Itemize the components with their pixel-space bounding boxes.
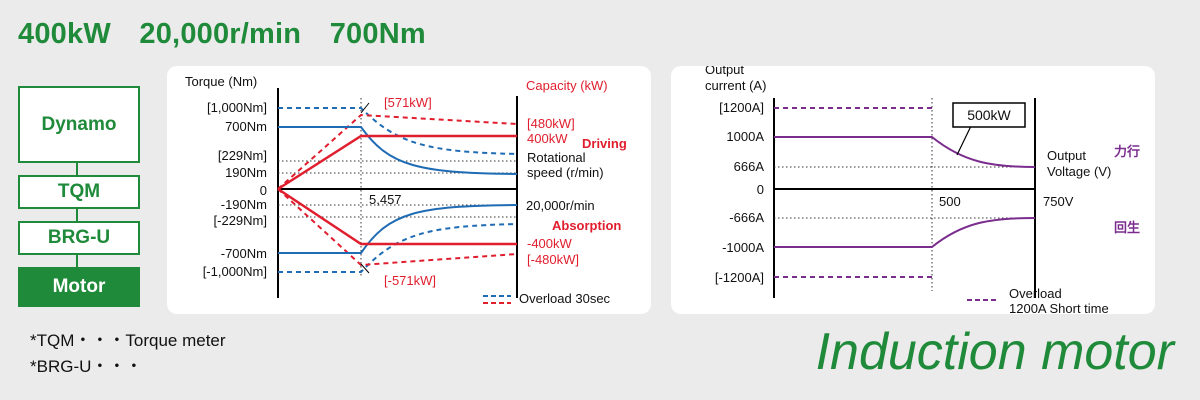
legend: Overload 1200A Short time bbox=[967, 286, 1109, 316]
y-axis-title: Output bbox=[705, 66, 744, 77]
y-tick-label: [1200A] bbox=[719, 100, 764, 115]
capacity-bottom: -400kW bbox=[527, 236, 573, 251]
y-tick-label: 0 bbox=[757, 182, 764, 197]
peak-power-top: [571kW] bbox=[384, 95, 432, 110]
regen-jp-label: 回生 bbox=[1114, 220, 1140, 235]
dynamo-box: Dynamo bbox=[18, 86, 140, 163]
y-tick-label: [-229Nm] bbox=[214, 213, 267, 228]
max-speed-label: 20,000r/min bbox=[526, 198, 595, 213]
brg-u-box: BRG-U bbox=[18, 221, 140, 255]
overload-current-line bbox=[774, 107, 932, 278]
y-tick-label: -700Nm bbox=[221, 246, 267, 261]
x-tick-label: 500 bbox=[939, 194, 961, 209]
y-tick-label: [-1200A] bbox=[715, 270, 764, 285]
tqm-note: *TQM・・・Torque meter bbox=[30, 331, 226, 350]
x-tick-label: 5,457 bbox=[369, 192, 402, 207]
legend-label: Overload 30sec bbox=[519, 291, 611, 306]
absorption-label: Absorption bbox=[552, 218, 621, 233]
capacity-top: 400kW bbox=[527, 131, 568, 146]
legend-label: Overload bbox=[1009, 286, 1062, 301]
y-tick-label: 700Nm bbox=[225, 119, 267, 134]
y-tick-label: 666A bbox=[734, 159, 765, 174]
current-diagram: 500kW Output current (A) [1200A] 1000A 6… bbox=[705, 62, 1140, 316]
y-axis-title: current (A) bbox=[705, 78, 766, 93]
torque-curve bbox=[278, 126, 518, 254]
overload-capacity-top: [480kW] bbox=[527, 116, 575, 131]
max-voltage-label: 750V bbox=[1043, 194, 1074, 209]
y-tick-label: 190Nm bbox=[225, 165, 267, 180]
callout-leader bbox=[360, 263, 370, 274]
x-axis-title: Voltage (V) bbox=[1047, 164, 1111, 179]
driving-label: Driving bbox=[582, 136, 627, 151]
y-tick-label: [-1,000Nm] bbox=[203, 264, 267, 279]
callout-label: 500kW bbox=[967, 107, 1011, 123]
y-tick-label: -1000A bbox=[722, 240, 764, 255]
power-callout: 500kW bbox=[952, 102, 1026, 156]
stack-connector bbox=[76, 255, 78, 267]
overload-power-curve bbox=[277, 113, 518, 267]
stack-connector bbox=[76, 163, 78, 175]
y-tick-label: -190Nm bbox=[221, 197, 267, 212]
y-tick-labels: [1,000Nm] 700Nm [229Nm] 190Nm 0 -190Nm [… bbox=[203, 100, 267, 279]
y-axis-title: Torque (Nm) bbox=[185, 74, 257, 89]
power-curve bbox=[277, 134, 517, 246]
driving-jp-label: 力行 bbox=[1114, 144, 1140, 159]
peak-power-bottom: [-571kW] bbox=[384, 273, 436, 288]
brg-u-note: *BRG-U・・・ bbox=[30, 357, 143, 376]
rotational-label: speed (r/min) bbox=[527, 165, 604, 180]
y-tick-label: [229Nm] bbox=[218, 148, 267, 163]
overload-capacity-bottom: [-480kW] bbox=[527, 252, 579, 267]
y-tick-labels: [1200A] 1000A 666A 0 -666A -1000A [-1200… bbox=[715, 100, 764, 285]
capacity-title: Capacity (kW) bbox=[526, 78, 608, 93]
tqm-box: TQM bbox=[18, 175, 140, 209]
current-panel: 500kW Output current (A) [1200A] 1000A 6… bbox=[671, 62, 1155, 316]
callout-leader bbox=[360, 102, 370, 114]
stack-connector bbox=[76, 209, 78, 221]
torque-panel: Torque (Nm) Capacity (kW) [1,000Nm] 700N… bbox=[167, 66, 651, 314]
page-title: Induction motor bbox=[815, 323, 1174, 381]
spec-heading: 400kW 20,000r/min 700Nm bbox=[18, 18, 426, 50]
current-curve bbox=[774, 136, 1036, 248]
guide-lines bbox=[774, 98, 1035, 291]
torque-diagram: Torque (Nm) Capacity (kW) [1,000Nm] 700N… bbox=[185, 74, 627, 306]
motor-box: Motor bbox=[18, 267, 140, 307]
legend-label: 1200A Short time bbox=[1009, 301, 1109, 314]
overload-torque-curve bbox=[278, 107, 518, 273]
y-tick-label: [1,000Nm] bbox=[207, 100, 267, 115]
x-axis-title: Output bbox=[1047, 148, 1086, 163]
legend: Overload 30sec bbox=[483, 291, 611, 306]
y-tick-label: 0 bbox=[260, 183, 267, 198]
y-tick-label: 1000A bbox=[726, 129, 764, 144]
rotational-label: Rotational bbox=[527, 150, 586, 165]
y-tick-label: -666A bbox=[729, 210, 764, 225]
